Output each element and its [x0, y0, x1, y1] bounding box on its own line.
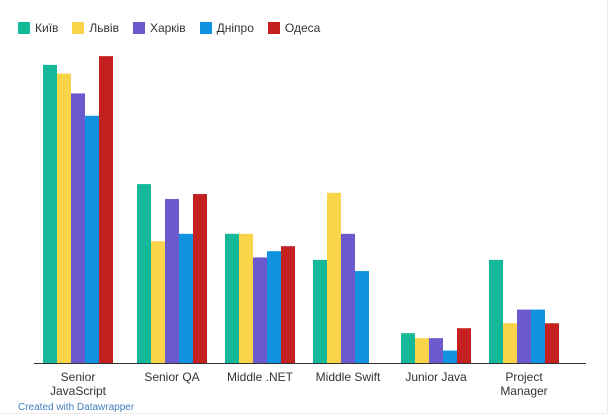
bar — [57, 73, 71, 364]
datawrapper-credit-link[interactable]: Created with Datawrapper — [18, 402, 135, 413]
bar — [253, 257, 267, 363]
bar — [179, 233, 193, 363]
bar — [503, 323, 517, 363]
bar — [165, 199, 179, 363]
legend-item: Харків — [132, 21, 186, 35]
legend-item: Львів — [72, 21, 119, 35]
x-tick-label: Junior Java — [405, 370, 467, 384]
bar — [85, 115, 99, 364]
bar — [267, 251, 281, 363]
bar — [137, 184, 151, 363]
bar — [341, 233, 355, 363]
legend-label: Одеса — [284, 21, 321, 35]
legend-swatch — [72, 22, 85, 34]
x-tick-label: Project Manager — [500, 370, 547, 398]
bar — [429, 338, 443, 363]
legend-swatch — [199, 22, 212, 34]
bar — [401, 333, 415, 363]
x-tick-label: Senior JavaScript — [50, 370, 107, 398]
bar — [281, 246, 295, 363]
bar — [489, 259, 503, 363]
legend: Київ Львів Харків Дніпро Одеса — [18, 21, 334, 35]
bar — [71, 93, 85, 364]
legend-swatch — [18, 22, 30, 34]
x-tick-label: Senior QA — [144, 370, 199, 384]
bar — [327, 192, 341, 363]
legend-item: Одеса — [267, 21, 321, 35]
x-tick-label: Middle .NET — [227, 370, 294, 384]
bar — [415, 338, 429, 363]
bar — [99, 56, 113, 364]
legend-item: Дніпро — [199, 21, 254, 35]
legend-label: Дніпро — [216, 21, 254, 35]
chart-frame: Київ Львів Харків Дніпро Одеса Senior JavaScr… — [0, 0, 608, 414]
legend-label: Київ — [35, 21, 59, 35]
legend-swatch — [267, 22, 280, 34]
legend-swatch — [132, 22, 145, 34]
bar — [531, 309, 545, 363]
bar — [313, 259, 327, 363]
bar — [355, 271, 369, 363]
legend-label: Львів — [89, 21, 119, 35]
bar — [43, 64, 57, 363]
bar — [545, 323, 559, 363]
bar — [457, 328, 471, 363]
bar — [443, 350, 457, 363]
bar — [151, 241, 165, 363]
bar — [225, 233, 239, 363]
bar — [239, 233, 253, 363]
x-tick-label: Middle Swift — [316, 370, 381, 384]
legend-label: Харків — [149, 21, 186, 35]
legend-item: Київ — [18, 21, 58, 35]
bar — [517, 309, 531, 363]
bar — [193, 194, 207, 363]
